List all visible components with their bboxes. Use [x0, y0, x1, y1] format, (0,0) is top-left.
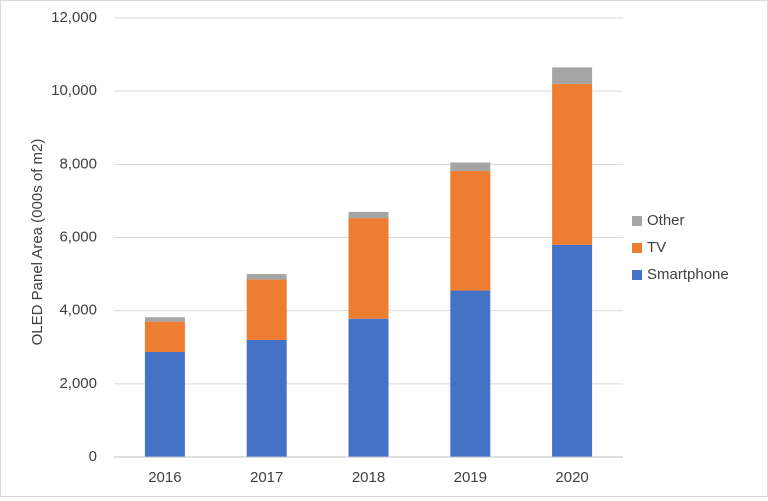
x-tick-label-2020: 2020 — [555, 469, 588, 486]
x-tick-label-2018: 2018 — [352, 469, 385, 486]
legend-swatch-smartphone — [632, 270, 642, 280]
bar-smartphone-2018 — [348, 318, 389, 457]
bar-smartphone-2020 — [552, 244, 593, 457]
bar-tv-2016 — [144, 321, 185, 353]
legend-label-other: Other — [647, 212, 685, 229]
y-tick-label-0: 0 — [89, 448, 97, 465]
legend-swatch-other — [632, 216, 642, 226]
bar-other-2019 — [450, 162, 491, 171]
y-tick-label-10000: 10,000 — [51, 82, 97, 99]
bar-tv-2018 — [348, 218, 389, 319]
bar-other-2017 — [246, 274, 287, 280]
bar-other-2018 — [348, 211, 389, 219]
x-tick-label-2016: 2016 — [148, 469, 181, 486]
bar-smartphone-2019 — [450, 290, 491, 457]
legend-label-tv: TV — [647, 239, 666, 256]
legend-swatch-tv — [632, 243, 642, 253]
y-tick-label-8000: 8,000 — [59, 155, 97, 172]
bar-smartphone-2017 — [246, 339, 287, 457]
y-axis-title: OLED Panel Area (000s of m2) — [29, 139, 46, 346]
legend-label-smartphone: Smartphone — [647, 266, 729, 283]
y-tick-label-2000: 2,000 — [59, 375, 97, 392]
y-tick-label-4000: 4,000 — [59, 302, 97, 319]
legend: Other TV Smartphone — [632, 212, 729, 283]
y-tick-label-6000: 6,000 — [59, 228, 97, 245]
bars — [144, 67, 593, 457]
x-tick-label-2017: 2017 — [250, 469, 283, 486]
bar-tv-2017 — [246, 279, 287, 340]
bar-smartphone-2016 — [144, 352, 185, 457]
x-axis-ticks: 2016 2017 2018 2019 2020 — [148, 469, 589, 486]
y-tick-label-12000: 12,000 — [51, 9, 97, 26]
bar-tv-2020 — [552, 83, 593, 245]
bar-other-2016 — [144, 317, 185, 322]
bar-tv-2019 — [450, 170, 491, 291]
bar-other-2020 — [552, 67, 593, 84]
x-tick-label-2019: 2019 — [454, 469, 487, 486]
y-axis-ticks: 0 2,000 4,000 6,000 8,000 10,000 12,000 — [51, 9, 97, 465]
